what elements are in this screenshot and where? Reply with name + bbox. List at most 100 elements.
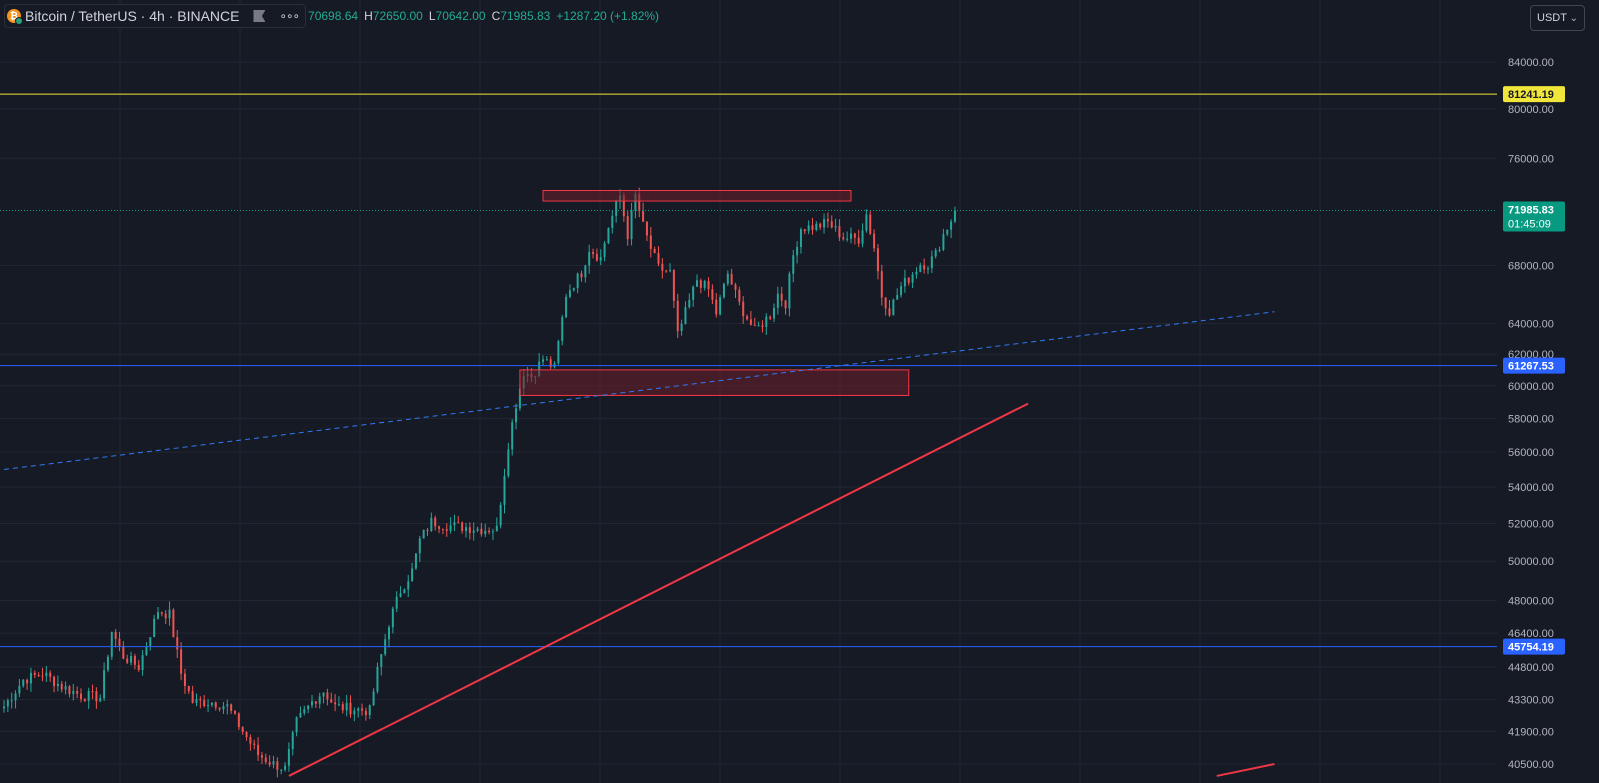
candle-body — [295, 717, 298, 733]
candle-body — [318, 696, 321, 704]
chevron-down-icon: ⌄ — [1569, 12, 1578, 24]
candle — [734, 282, 737, 298]
trendline[interactable] — [3, 311, 1275, 471]
candle — [10, 692, 13, 709]
candle — [199, 696, 202, 709]
candle-body — [950, 221, 953, 230]
candle — [187, 685, 190, 694]
candle — [953, 206, 956, 224]
candle — [803, 228, 806, 235]
price-tick-label: 54000.00 — [1508, 482, 1554, 494]
symbol-title[interactable]: Bitcoin / TetherUS · 4h · BINANCE — [25, 8, 240, 24]
candle-body — [592, 252, 595, 255]
candle-body — [18, 685, 21, 694]
candle — [761, 320, 764, 333]
candle-body — [164, 613, 167, 619]
high-label: H — [364, 9, 373, 23]
candle — [499, 502, 502, 529]
open-value: 70698.64 — [308, 9, 359, 23]
trendline[interactable] — [288, 402, 1029, 777]
trendline[interactable] — [1216, 763, 1275, 777]
candle-body — [257, 744, 260, 756]
candle — [757, 321, 760, 327]
candle — [869, 210, 872, 236]
candle — [576, 272, 579, 294]
candle-body — [91, 691, 94, 693]
candle — [222, 701, 225, 714]
candle-body — [461, 522, 464, 531]
candle-body — [395, 596, 398, 609]
candle-body — [160, 612, 163, 614]
candle-body — [441, 528, 444, 530]
candle-body — [465, 527, 467, 531]
candle — [345, 694, 348, 717]
candle — [72, 683, 75, 701]
price-tick-label: 76000.00 — [1508, 153, 1554, 165]
more-icon[interactable]: ∘∘∘ — [279, 9, 300, 23]
candle-body — [580, 273, 583, 278]
candle — [699, 278, 702, 294]
candle-body — [734, 284, 737, 290]
currency-selector[interactable]: USDT ⌄ — [1530, 5, 1585, 31]
price-label-text: 61267.53 — [1508, 361, 1554, 373]
candle-body — [622, 195, 625, 217]
candle-body — [934, 250, 937, 257]
candle — [923, 258, 926, 274]
candle — [153, 614, 156, 638]
price-axis[interactable]: 84000.00 80000.00 76000.00 68000.00 64000.00… — [1498, 0, 1599, 783]
candle — [218, 707, 221, 712]
candle-body — [33, 672, 36, 675]
candle-body — [307, 705, 310, 710]
candle-body — [361, 708, 364, 711]
symbol-selector[interactable]: ₿ Bitcoin / TetherUS · 4h · BINANCE ∘∘∘ — [4, 4, 307, 28]
candle-body — [484, 530, 487, 535]
candle — [207, 699, 210, 713]
candle — [611, 210, 614, 234]
candle-body — [3, 706, 5, 709]
candle — [380, 654, 383, 676]
candle-body — [330, 699, 333, 703]
candle-body — [730, 273, 733, 285]
candle — [388, 625, 390, 648]
ohlc-low: L70642.00 — [429, 9, 486, 23]
candle — [842, 232, 845, 241]
candle — [103, 662, 106, 702]
candle-body — [399, 593, 402, 597]
candle — [276, 757, 279, 778]
candle-body — [291, 732, 294, 750]
candle-body — [638, 193, 641, 212]
candle-body — [515, 408, 518, 423]
candle — [876, 244, 879, 280]
candle-body — [811, 225, 814, 230]
candle-body — [819, 223, 822, 228]
candle-body — [518, 388, 521, 409]
candle-body — [322, 692, 325, 697]
candle — [580, 270, 583, 282]
candle-body — [896, 295, 899, 300]
candle — [357, 707, 360, 718]
flag-icon[interactable] — [253, 10, 266, 22]
candle — [726, 270, 729, 287]
candle-body — [68, 686, 71, 694]
candle — [565, 293, 568, 319]
candle — [87, 687, 90, 709]
candle — [326, 688, 329, 706]
candle-body — [834, 226, 837, 228]
candle — [64, 681, 67, 695]
candle — [368, 704, 371, 720]
candle — [515, 403, 518, 430]
candle — [796, 241, 799, 264]
candle — [414, 553, 417, 571]
candle — [284, 762, 287, 772]
candle-body — [942, 234, 945, 250]
candle-body — [884, 297, 887, 309]
candle — [45, 665, 48, 683]
candle — [14, 690, 17, 709]
candle-body — [418, 538, 421, 554]
supply-demand-zone[interactable] — [519, 369, 910, 396]
candle — [330, 692, 333, 704]
candle-body — [915, 271, 918, 275]
supply-demand-zone[interactable] — [542, 189, 852, 202]
candle — [56, 675, 59, 692]
